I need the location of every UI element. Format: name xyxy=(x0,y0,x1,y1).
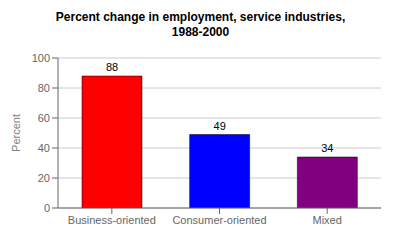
svg-text:49: 49 xyxy=(214,120,226,132)
html-text:Percent change in employment,: Percent change in employment, service in… xyxy=(55,10,346,24)
svg-text:100: 100 xyxy=(32,52,50,64)
svg-text:88: 88 xyxy=(106,61,118,73)
svg-text:34: 34 xyxy=(321,142,333,154)
svg-text:0: 0 xyxy=(44,202,50,214)
svg-text:60: 60 xyxy=(38,112,50,124)
svg-text:Consumer-oriented: Consumer-oriented xyxy=(172,214,266,226)
svg-text:Percent: Percent xyxy=(10,114,22,152)
svg-text:40: 40 xyxy=(38,142,50,154)
svg-text:Business-oriented: Business-oriented xyxy=(68,214,156,226)
svg-text:80: 80 xyxy=(38,82,50,94)
svg-text:20: 20 xyxy=(38,172,50,184)
html-text:1988-2000: 1988-2000 xyxy=(171,25,230,39)
svg-text:Mixed: Mixed xyxy=(312,214,341,226)
